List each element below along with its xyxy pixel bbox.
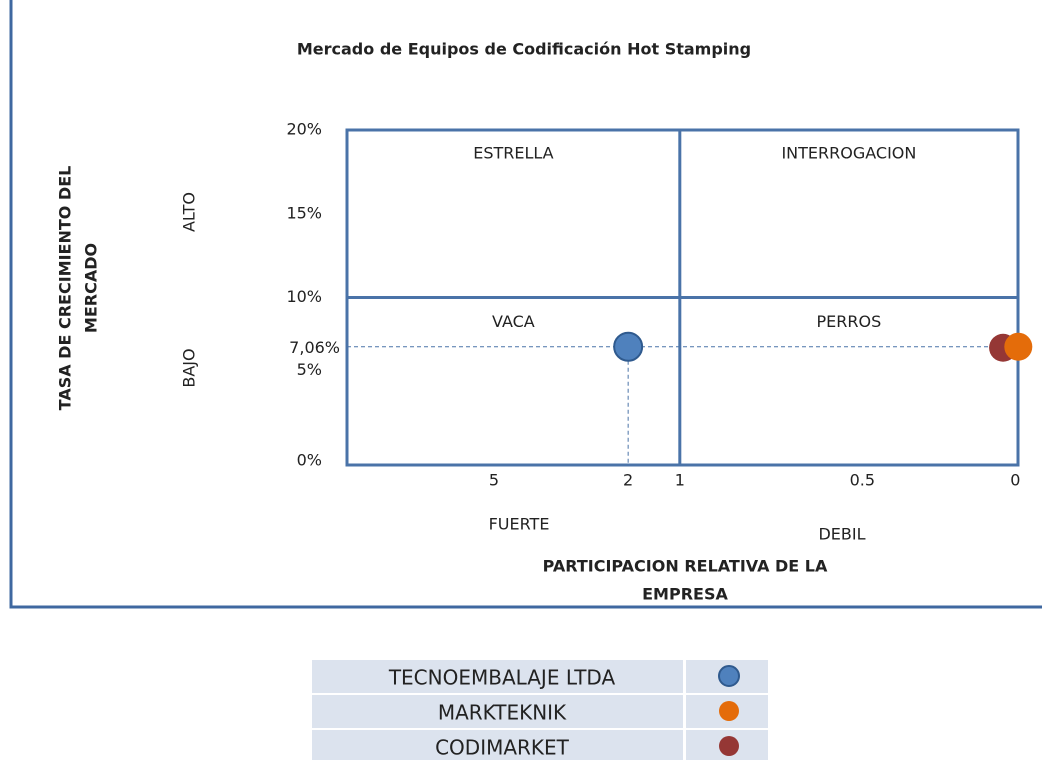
legend-marker [719,701,739,721]
x-axis-label: PARTICIPACION RELATIVA DE LA [543,557,828,576]
y-tick-label: 0% [297,451,322,470]
y-axis-label: TASA DE CRECIMIENTO DEL [56,166,75,411]
quadrant-label: VACA [492,312,535,331]
y-side-label: BAJO [180,348,199,387]
legend-marker [718,665,740,687]
legend-cell [312,660,683,693]
reference-label: 7,06% [289,338,340,357]
legend-label: TECNOEMBALAJE LTDA [388,666,616,690]
x-tick-label: 0.5 [850,471,875,490]
x-side-label: FUERTE [489,515,550,534]
legend-cell [312,730,683,763]
x-tick-label: 2 [623,471,633,490]
y-tick-label: 15% [286,203,322,222]
x-tick-label: 5 [489,471,499,490]
quadrant-label: ESTRELLA [473,144,553,163]
frame [9,0,1042,609]
x-tick-label: 0 [1010,471,1020,490]
legend-cell [312,695,683,728]
y-axis-label: MERCADO [82,243,101,333]
y-tick-label: 5% [297,360,322,379]
quadrant-label: INTERROGACION [781,144,916,163]
point [1004,332,1033,361]
y-side-label: ALTO [180,192,199,232]
x-axis-label: EMPRESA [642,585,728,604]
legend-label: CODIMARKET [435,736,570,760]
legend-marker [719,736,739,756]
point [613,331,644,362]
y-tick-label: 20% [286,120,322,139]
quadrant-label: PERROS [817,312,882,331]
x-tick-label: 1 [675,471,685,490]
y-tick-label: 10% [286,287,322,306]
x-side-label: DEBIL [818,525,865,544]
legend-label: MARKTEKNIK [438,701,567,725]
chart-title: Mercado de Equipos de Codificación Hot S… [297,40,751,59]
